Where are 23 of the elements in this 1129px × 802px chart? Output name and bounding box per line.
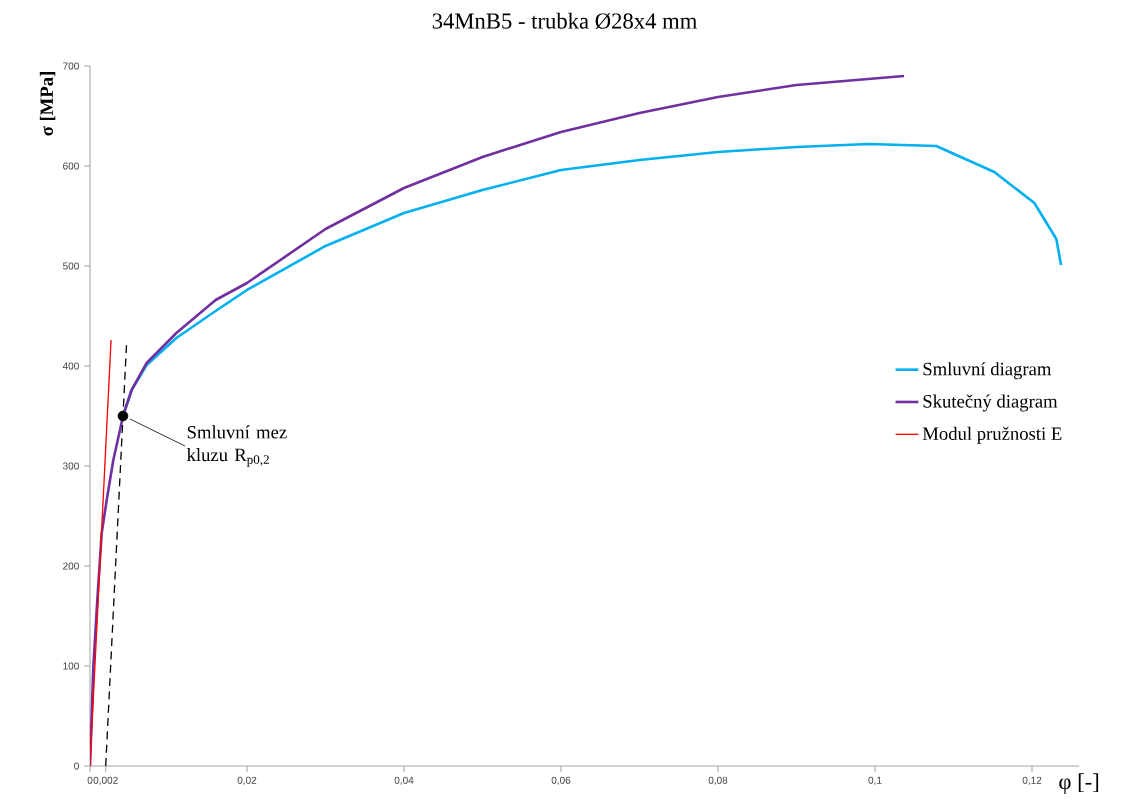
y-axis-title: σ [MPa] (39, 72, 56, 136)
y-tick-label: 0 (74, 762, 79, 770)
y-tick-label: 300 (62, 462, 79, 470)
legend-label: Smluvní diagram (923, 362, 1052, 380)
x-tick-label: 0,06 (551, 776, 571, 785)
x-tick-label: 0 (87, 776, 93, 784)
x-tick-label: 0,002 (93, 776, 118, 785)
y-tick-label: 100 (63, 662, 79, 670)
y-tick-label: 200 (63, 562, 79, 570)
x-tick-label: 0,02 (237, 776, 257, 785)
legend-label: Skutečný diagram (923, 394, 1058, 412)
y-tick-label: 400 (62, 362, 79, 370)
x-axis-title: φ [-] (1059, 773, 1099, 794)
x-tick-label: 0,1 (868, 776, 882, 785)
y-tick-label: 600 (63, 162, 79, 170)
legend-label: Modul pružnosti E (922, 426, 1062, 444)
y-tick-label: 700 (63, 62, 79, 70)
x-tick-label: 0,04 (394, 776, 414, 785)
x-tick-label: 0,12 (1022, 776, 1042, 785)
y-tick-label: 500 (63, 262, 79, 270)
chart-title: 34MnB5 - trubka Ø28x4 mm (432, 12, 697, 30)
annotation: Smluvní mez kluzu R$_{p0,2}$ (186, 425, 287, 467)
x-tick-label: 0,08 (708, 776, 728, 785)
